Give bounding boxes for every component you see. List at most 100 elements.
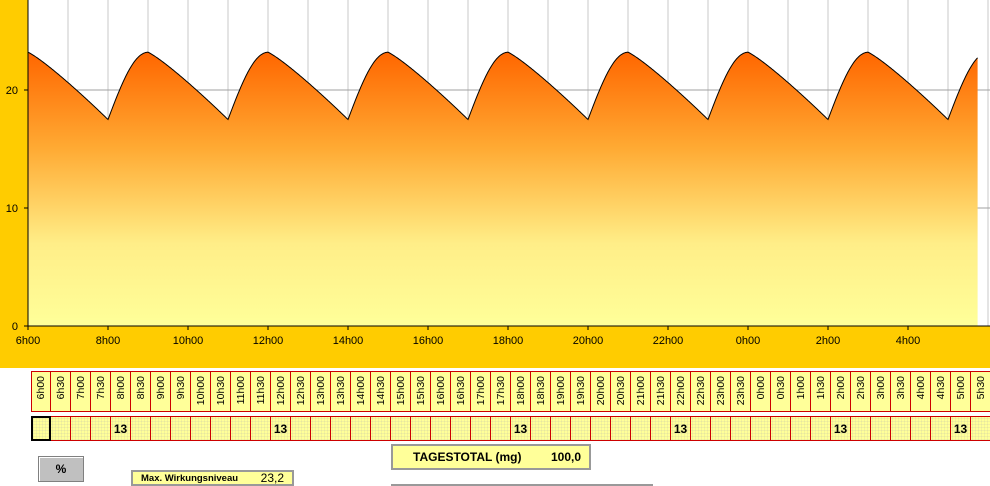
dose-cell[interactable] [451,416,471,441]
dose-cell[interactable]: 13 [951,416,971,441]
dose-cell[interactable] [211,416,231,441]
dose-cell[interactable] [431,416,451,441]
dose-cell[interactable] [371,416,391,441]
time-cell-label: 11h00 [234,376,247,405]
dose-cell[interactable] [691,416,711,441]
time-cell: 8h00 [111,371,131,412]
dose-cell[interactable] [291,416,311,441]
time-cell: 17h00 [471,371,491,412]
dose-cell[interactable] [751,416,771,441]
x-tick-label: 20h00 [573,335,604,347]
dose-cell[interactable] [31,416,51,441]
time-cell-label: 3h00 [874,376,887,400]
time-cell: 19h30 [571,371,591,412]
time-cell-label: 18h30 [534,376,547,406]
time-cell: 10h30 [211,371,231,412]
time-cell: 16h00 [431,371,451,412]
dose-cell[interactable] [711,416,731,441]
time-cell: 23h30 [731,371,751,412]
dose-cell[interactable]: 13 [111,416,131,441]
dose-cell[interactable] [331,416,351,441]
x-tick-label: 0h00 [736,335,760,347]
time-cell: 23h00 [711,371,731,412]
dose-cell[interactable] [391,416,411,441]
time-cell: 21h30 [651,371,671,412]
divider [391,484,653,486]
dose-cell[interactable] [131,416,151,441]
time-cell-label: 10h30 [214,376,227,406]
time-cell: 14h30 [371,371,391,412]
time-cell-label: 21h00 [634,376,647,406]
daily-total-value: 100,0 [550,450,581,464]
x-tick-label: 12h00 [253,335,284,347]
time-cell-label: 1h00 [794,376,807,400]
dose-cell[interactable] [231,416,251,441]
dose-cell[interactable] [531,416,551,441]
time-cell: 4h00 [911,371,931,412]
dose-cell[interactable] [91,416,111,441]
dose-cell[interactable]: 13 [511,416,531,441]
dose-cell[interactable] [311,416,331,441]
dose-cell[interactable] [491,416,511,441]
percent-button[interactable]: % [38,456,84,482]
dose-cell[interactable] [631,416,651,441]
time-cell-label: 17h00 [474,376,487,406]
time-cell: 14h00 [351,371,371,412]
time-cell-label: 4h30 [934,376,947,400]
dose-cell[interactable] [891,416,911,441]
x-ticks: 6h00 8h00 10h00 12h00 14h00 16h00 18h00 20h00 22… [16,326,920,347]
dose-cell[interactable] [71,416,91,441]
dose-cell[interactable] [51,416,71,441]
dose-cell[interactable]: 13 [671,416,691,441]
time-cell-label: 6h30 [54,376,67,400]
dose-cell[interactable] [791,416,811,441]
dose-cell[interactable] [851,416,871,441]
x-tick-label: 14h00 [333,335,364,347]
y-tick-label: 0 [12,321,18,333]
dose-cell[interactable] [411,416,431,441]
time-cell: 20h00 [591,371,611,412]
dose-cell[interactable] [971,416,990,441]
dose-cell[interactable] [731,416,751,441]
dose-cell[interactable] [651,416,671,441]
dose-cell[interactable] [191,416,211,441]
time-cell-label: 6h00 [35,376,47,400]
x-tick-label: 6h00 [16,335,40,347]
time-cell-label: 19h30 [574,376,587,406]
dose-cell[interactable] [171,416,191,441]
dose-row: 13 13 13 13 13 13 [31,416,990,441]
chart-frame: 6h00 8h00 10h00 12h00 14h00 16h00 18h00 20h00 22… [0,0,990,368]
concentration-area [28,52,978,326]
time-cell-label: 19h00 [554,376,567,406]
dose-cell[interactable] [471,416,491,441]
time-cell: 7h30 [91,371,111,412]
time-cell-label: 15h00 [394,376,407,406]
time-cell: 2h30 [851,371,871,412]
dose-cell[interactable] [551,416,571,441]
time-cell-label: 8h00 [114,376,127,400]
time-cell: 3h00 [871,371,891,412]
time-cell: 19h00 [551,371,571,412]
time-cell: 20h30 [611,371,631,412]
dose-cell[interactable]: 13 [831,416,851,441]
time-cell: 7h00 [71,371,91,412]
dose-cell[interactable] [931,416,951,441]
time-cell-label: 7h30 [94,376,107,400]
dose-cell[interactable] [571,416,591,441]
time-cell: 13h00 [311,371,331,412]
dose-cell[interactable] [871,416,891,441]
dose-cell[interactable] [151,416,171,441]
dose-cell[interactable] [811,416,831,441]
dose-cell[interactable] [351,416,371,441]
dose-cell[interactable]: 13 [271,416,291,441]
dose-cell[interactable] [611,416,631,441]
dose-cell[interactable] [771,416,791,441]
time-cell-label: 9h00 [154,376,167,400]
time-cell-label: 21h30 [654,376,667,406]
time-cell: 12h30 [291,371,311,412]
dose-cell[interactable] [911,416,931,441]
time-cell-label: 18h00 [514,376,527,406]
time-cell-label: 12h00 [274,376,287,406]
dose-cell[interactable] [251,416,271,441]
dose-cell[interactable] [591,416,611,441]
